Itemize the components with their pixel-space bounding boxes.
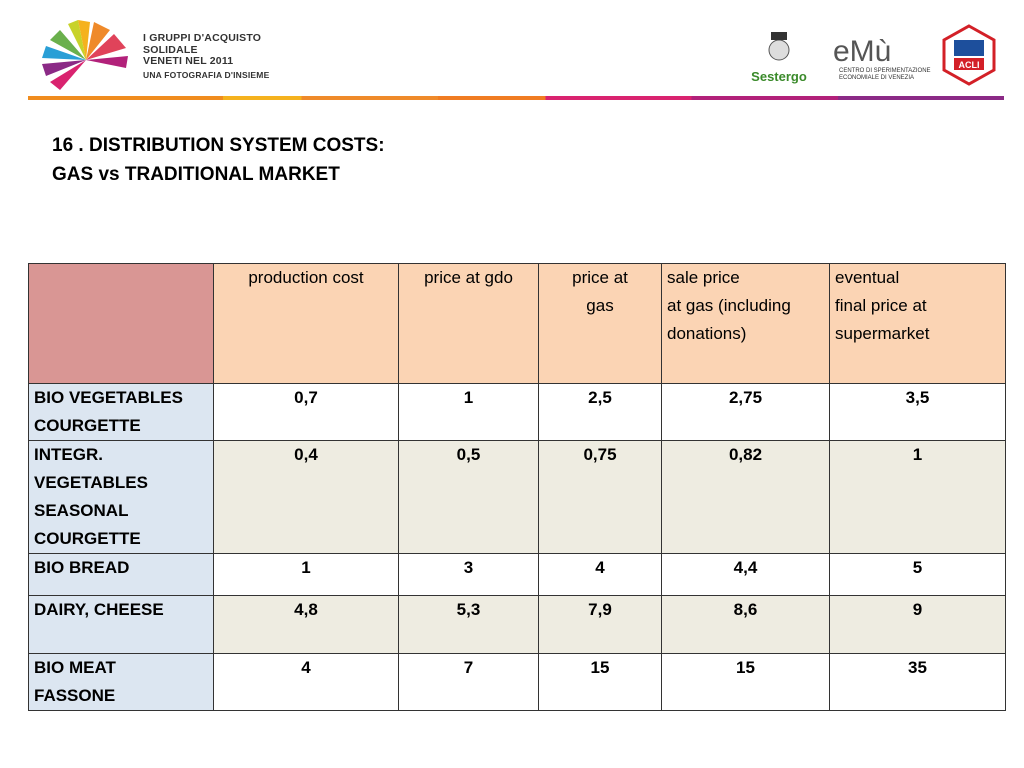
cell: 8,6 (661, 595, 830, 654)
cell: 0,82 (661, 440, 830, 554)
cell: 7,9 (538, 595, 662, 654)
corner-cell (28, 263, 214, 384)
logo-line: I GRUPPI D'ACQUISTO (143, 32, 262, 44)
cell: 35 (829, 653, 1006, 711)
emu-sub: CENTRO DI SPERIMENTAZIONE ECONOMIALE DI V… (839, 68, 931, 82)
acli-name: ACLI (959, 60, 980, 70)
cell: 0,5 (398, 440, 539, 554)
color-bar (28, 96, 1004, 100)
row-label: INTEGR. VEGETABLES SEASONAL COURGETTE (28, 440, 214, 554)
data-row: BIO BREAD 1 3 4 4,4 5 (28, 553, 1006, 596)
column-header: eventual final price at supermarket (829, 263, 1006, 384)
header-row: production cost price at gdo price at gas s… (28, 263, 1006, 384)
cell: 7 (398, 653, 539, 711)
emu-sub-line: CENTRO DI SPERIMENTAZIONE (839, 68, 931, 74)
cell: 15 (538, 653, 662, 711)
cell: 1 (829, 440, 1006, 554)
data-row: INTEGR. VEGETABLES SEASONAL COURGETTE 0,4… (28, 440, 1006, 554)
cell: 1 (213, 553, 399, 596)
row-label: BIO BREAD (28, 553, 214, 596)
cost-table: production cost price at gdo price at gas s… (28, 263, 1006, 711)
emu-name: eMù (833, 35, 892, 68)
cell: 5,3 (398, 595, 539, 654)
cell: 0,7 (213, 383, 399, 441)
emu-sub-line: ECONOMIALE DI VENEZIA (839, 75, 915, 81)
acli-logo: ACLI (942, 24, 996, 86)
logo-burst (42, 20, 128, 90)
cell: 3 (398, 553, 539, 596)
column-header: price at gas (538, 263, 662, 384)
column-header: production cost (213, 263, 399, 384)
row-label: BIO VEGETABLES COURGETTE (28, 383, 214, 441)
cell: 0,4 (213, 440, 399, 554)
cell: 4 (213, 653, 399, 711)
title: 16 . DISTRIBUTION SYSTEM COSTS: GAS vs T… (52, 135, 385, 185)
cell: 1 (398, 383, 539, 441)
column-header: sale price at gas (including donations) (661, 263, 830, 384)
cell: 15 (661, 653, 830, 711)
cell: 9 (829, 595, 1006, 654)
logo-text: I GRUPPI D'ACQUISTO SOLIDALE VENETI NEL 20… (143, 32, 270, 81)
row-label: BIO MEAT FASSONE (28, 653, 214, 711)
cell: 2,5 (538, 383, 662, 441)
logo-line: UNA FOTOGRAFIA D'INSIEME (143, 69, 270, 80)
sestergo-logo: Sestergo (745, 30, 813, 88)
logo-line: VENETI NEL 2011 (143, 55, 234, 67)
cell: 4,4 (661, 553, 830, 596)
emu-logo: eMù CENTRO DI SPERIMENTAZIONE ECONOMIALE … (833, 36, 931, 82)
cell: 0,75 (538, 440, 662, 554)
sestergo-name: Sestergo (751, 69, 807, 84)
cell: 3,5 (829, 383, 1006, 441)
sestergo-icon (768, 32, 790, 61)
data-row: BIO MEAT FASSONE 4 7 15 15 35 (28, 653, 1006, 711)
logo-line: SOLIDALE (143, 43, 198, 56)
cell: 4 (538, 553, 662, 596)
cell: 4,8 (213, 595, 399, 654)
cell: 5 (829, 553, 1006, 596)
column-header: price at gdo (398, 263, 539, 384)
cell: 2,75 (661, 383, 830, 441)
row-label: DAIRY, CHEESE (28, 595, 214, 654)
data-row: BIO VEGETABLES COURGETTE 0,7 1 2,5 2,75 3,5 (28, 383, 1006, 441)
data-row: DAIRY, CHEESE 4,8 5,3 7,9 8,6 9 (28, 595, 1006, 654)
